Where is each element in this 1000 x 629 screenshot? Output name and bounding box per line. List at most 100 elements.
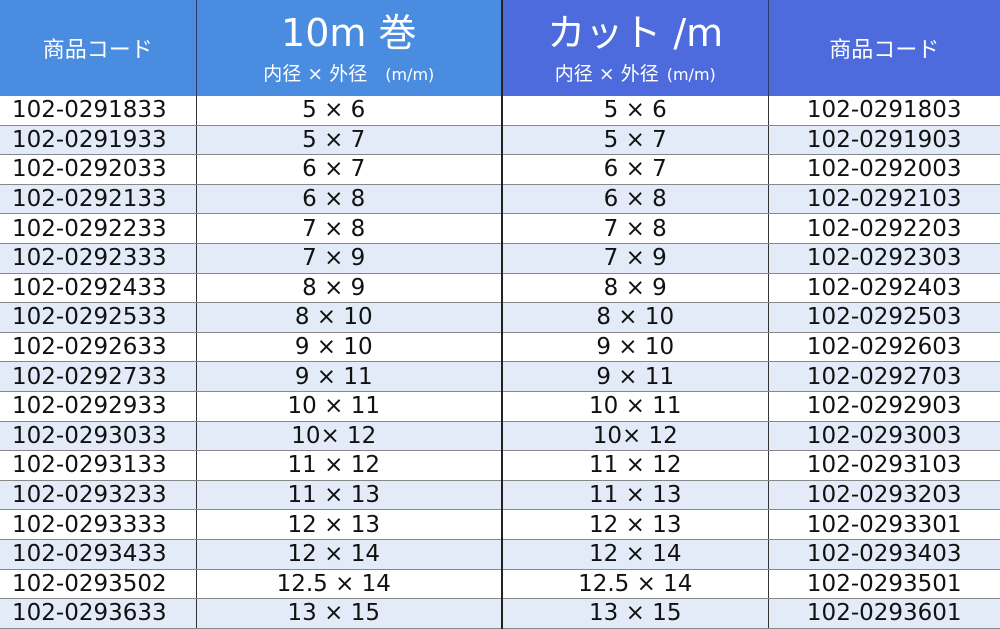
cut-size-cell: 5 × 6 xyxy=(502,96,769,126)
roll-code-cell: 102-0292733 xyxy=(0,361,197,392)
cut-size-cell: 7 × 9 xyxy=(502,243,769,274)
header-code-left: 商品コード xyxy=(0,0,197,96)
roll-code-cell: 102-0293133 xyxy=(0,450,197,481)
table-row: 102-0293233 11 × 13 11 × 13 102-0293203 xyxy=(0,480,1000,511)
table-row: 102-0292733 9 × 11 9 × 11 102-0292703 xyxy=(0,361,1000,392)
cut-unit: (m/m) xyxy=(666,64,716,84)
roll-size-cell: 12 × 14 xyxy=(196,539,503,570)
cut-size-cell: 12 × 14 xyxy=(502,539,769,570)
cut-size-cell: 8 × 9 xyxy=(502,273,769,304)
roll-size-cell: 6 × 8 xyxy=(196,184,503,215)
cut-code-cell: 102-0293203 xyxy=(768,480,1000,511)
roll-code-cell: 102-0293633 xyxy=(0,598,197,629)
cut-code-cell: 102-0293403 xyxy=(768,539,1000,570)
roll-code-cell: 102-0292633 xyxy=(0,332,197,363)
cut-size-cell: 12.5 × 14 xyxy=(502,569,769,600)
cut-code-cell: 102-0292003 xyxy=(768,154,1000,185)
roll-unit: (m/m) xyxy=(385,64,435,84)
table-row: 102-0292533 8 × 10 8 × 10 102-0292503 xyxy=(0,302,1000,333)
roll-size-cell: 11 × 12 xyxy=(196,450,503,481)
header-code-left-label: 商品コード xyxy=(42,38,153,63)
roll-code-cell: 102-0293502 xyxy=(0,569,197,600)
cut-subtitle: 内径 × 外径 xyxy=(554,62,659,85)
table-row: 102-0293502 12.5 × 14 12.5 × 14 102-0293501 xyxy=(0,569,1000,600)
roll-code-cell: 102-0293333 xyxy=(0,509,197,540)
table-row: 102-0293033 10× 12 10× 12 102-0293003 xyxy=(0,421,1000,452)
roll-code-cell: 102-0293433 xyxy=(0,539,197,570)
roll-size-cell: 11 × 13 xyxy=(196,480,503,511)
header-cut: カット /m 内径 × 外径 (m/m) xyxy=(502,0,769,96)
cut-size-cell: 12 × 13 xyxy=(502,509,769,540)
cut-code-cell: 102-0293601 xyxy=(768,598,1000,629)
roll-size-cell: 9 × 11 xyxy=(196,361,503,392)
table-row: 102-0293333 12 × 13 12 × 13 102-0293301 xyxy=(0,509,1000,540)
cut-size-cell: 7 × 8 xyxy=(502,213,769,244)
header-code-right-label: 商品コード xyxy=(829,38,940,63)
roll-size-cell: 12.5 × 14 xyxy=(196,569,503,600)
roll-title: 10m 巻 xyxy=(281,10,417,55)
cut-code-cell: 102-0293301 xyxy=(768,509,1000,540)
roll-size-cell: 9 × 10 xyxy=(196,332,503,363)
cut-size-cell: 8 × 10 xyxy=(502,302,769,333)
roll-code-cell: 102-0292133 xyxy=(0,184,197,215)
table-row: 102-0292933 10 × 11 10 × 11 102-0292903 xyxy=(0,391,1000,422)
table-row: 102-0292633 9 × 10 9 × 10 102-0292603 xyxy=(0,332,1000,363)
roll-code-cell: 102-0292433 xyxy=(0,273,197,304)
header-code-right: 商品コード xyxy=(768,0,1000,96)
cut-size-cell: 11 × 13 xyxy=(502,480,769,511)
cut-size-cell: 10× 12 xyxy=(502,421,769,452)
cut-size-cell: 5 × 7 xyxy=(502,125,769,156)
table-row: 102-0293633 13 × 15 13 × 15 102-0293601 xyxy=(0,598,1000,629)
roll-subtitle: 内径 × 外径 xyxy=(263,62,368,85)
roll-size-cell: 5 × 7 xyxy=(196,125,503,156)
roll-size-cell: 13 × 15 xyxy=(196,598,503,629)
cut-code-cell: 102-0291903 xyxy=(768,125,1000,156)
roll-code-cell: 102-0292933 xyxy=(0,391,197,422)
roll-code-cell: 102-0293033 xyxy=(0,421,197,452)
cut-code-cell: 102-0292103 xyxy=(768,184,1000,215)
roll-size-cell: 7 × 9 xyxy=(196,243,503,274)
cut-title: カット /m xyxy=(547,10,724,55)
roll-size-cell: 8 × 9 xyxy=(196,273,503,304)
cut-code-cell: 102-0292403 xyxy=(768,273,1000,304)
roll-size-cell: 6 × 7 xyxy=(196,154,503,185)
roll-size-cell: 10 × 11 xyxy=(196,391,503,422)
table-row: 102-0293133 11 × 12 11 × 12 102-0293103 xyxy=(0,450,1000,481)
cut-size-cell: 9 × 11 xyxy=(502,361,769,392)
cut-code-cell: 102-0293103 xyxy=(768,450,1000,481)
table-row: 102-0293433 12 × 14 12 × 14 102-0293403 xyxy=(0,539,1000,570)
roll-code-cell: 102-0291933 xyxy=(0,125,197,156)
header-row: 商品コード 10m 巻 内径 × 外径 (m/m) カット /m 内径 × 外径 (… xyxy=(0,0,1000,96)
roll-code-cell: 102-0291833 xyxy=(0,96,197,126)
cut-code-cell: 102-0293501 xyxy=(768,569,1000,600)
roll-size-cell: 5 × 6 xyxy=(196,96,503,126)
header-roll: 10m 巻 内径 × 外径 (m/m) xyxy=(196,0,503,96)
cut-code-cell: 102-0293003 xyxy=(768,421,1000,452)
roll-size-cell: 8 × 10 xyxy=(196,302,503,333)
roll-code-cell: 102-0292033 xyxy=(0,154,197,185)
cut-size-cell: 11 × 12 xyxy=(502,450,769,481)
roll-code-cell: 102-0292233 xyxy=(0,213,197,244)
roll-code-cell: 102-0292333 xyxy=(0,243,197,274)
cut-code-cell: 102-0292503 xyxy=(768,302,1000,333)
roll-size-cell: 10× 12 xyxy=(196,421,503,452)
roll-size-cell: 12 × 13 xyxy=(196,509,503,540)
cut-size-cell: 10 × 11 xyxy=(502,391,769,422)
cut-size-cell: 13 × 15 xyxy=(502,598,769,629)
cut-size-cell: 6 × 7 xyxy=(502,154,769,185)
cut-code-cell: 102-0291803 xyxy=(768,96,1000,126)
cut-code-cell: 102-0292903 xyxy=(768,391,1000,422)
cut-code-cell: 102-0292203 xyxy=(768,213,1000,244)
cut-code-cell: 102-0292703 xyxy=(768,361,1000,392)
roll-code-cell: 102-0293233 xyxy=(0,480,197,511)
cut-size-cell: 9 × 10 xyxy=(502,332,769,363)
cut-code-cell: 102-0292303 xyxy=(768,243,1000,274)
roll-code-cell: 102-0292533 xyxy=(0,302,197,333)
